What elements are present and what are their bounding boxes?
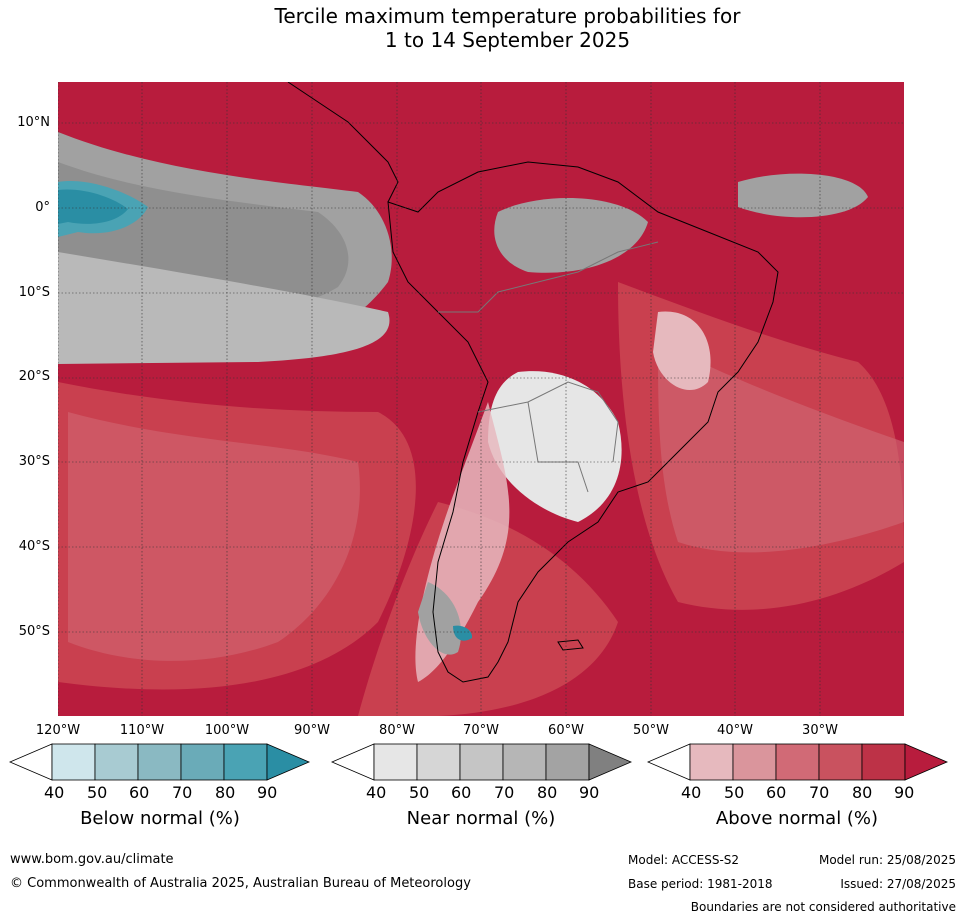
lon-label-90w: 90°W xyxy=(294,723,330,738)
colorbar-above-swatch xyxy=(732,743,777,781)
colorbar-below-title: Below normal (%) xyxy=(80,808,240,829)
field-below-90-patagonia xyxy=(453,625,473,641)
colorbar-near-swatch xyxy=(545,743,590,781)
lat-label-30s: 30°S xyxy=(18,454,50,469)
tick-below-80: 80 xyxy=(215,783,236,802)
coastline-central-america xyxy=(287,82,399,203)
footer-issued: Issued: 27/08/2025 xyxy=(840,877,956,891)
colorbar-near-swatch xyxy=(459,743,504,781)
field-below-90 xyxy=(58,189,128,224)
lon-label-30w: 30°W xyxy=(802,723,838,738)
tick-near-70: 70 xyxy=(494,783,515,802)
lat-label-10s: 10°S xyxy=(18,285,50,300)
lat-label-50s: 50°S xyxy=(18,624,50,639)
colorbar-above-swatch xyxy=(775,743,820,781)
tick-near-50: 50 xyxy=(409,783,430,802)
tick-below-70: 70 xyxy=(172,783,193,802)
tick-below-50: 50 xyxy=(87,783,108,802)
colorbar-near-swatch xyxy=(373,743,418,781)
colorbar-near xyxy=(330,743,632,781)
colorbar-above-swatches xyxy=(646,743,948,781)
lon-label-70w: 70°W xyxy=(463,723,499,738)
tick-below-90: 90 xyxy=(257,783,278,802)
lat-label-10n: 10°N xyxy=(17,115,50,130)
tick-above-70: 70 xyxy=(809,783,830,802)
footer-website: www.bom.gov.au/climate xyxy=(10,852,174,867)
lat-label-0: 0° xyxy=(35,200,50,215)
footer-copyright: © Commonwealth of Australia 2025, Austra… xyxy=(10,876,471,891)
tick-near-90: 90 xyxy=(579,783,600,802)
lat-label-20s: 20°S xyxy=(18,369,50,384)
footer-model: Model: ACCESS-S2 xyxy=(628,853,740,867)
footer-model-run: Model run: 25/08/2025 xyxy=(818,853,956,867)
chart-title: Tercile maximum temperature probabilitie… xyxy=(0,4,965,52)
lon-label-100w: 100°W xyxy=(204,723,250,738)
colorbar-below-high-end xyxy=(266,743,310,781)
colorbar-above-swatch xyxy=(689,743,734,781)
colorbar-below-swatch xyxy=(51,743,96,781)
colorbar-near-low-end xyxy=(330,743,375,781)
colorbar-below-swatch xyxy=(137,743,182,781)
field-near-80-amazon xyxy=(494,198,648,273)
title-line-2: 1 to 14 September 2025 xyxy=(384,28,631,52)
graticule xyxy=(58,82,904,716)
falkland-islands xyxy=(557,639,584,651)
tick-above-90: 90 xyxy=(894,783,915,802)
colorbar-below-swatch xyxy=(94,743,139,781)
field-near-50-central xyxy=(488,371,622,522)
field-near-70-pacific xyxy=(58,252,390,364)
lon-label-50w: 50°W xyxy=(633,723,669,738)
colorbar-near-title: Near normal (%) xyxy=(406,808,556,829)
colorbar-above-swatch xyxy=(861,743,906,781)
lon-label-80w: 80°W xyxy=(379,723,415,738)
tick-near-60: 60 xyxy=(451,783,472,802)
colorbar-above xyxy=(646,743,948,781)
tick-near-40: 40 xyxy=(366,783,387,802)
coastline-south-america xyxy=(387,161,779,683)
tick-above-80: 80 xyxy=(852,783,873,802)
lon-label-120w: 120°W xyxy=(35,723,81,738)
lon-label-110w: 110°W xyxy=(119,723,165,738)
lon-label-60w: 60°W xyxy=(548,723,584,738)
colorbar-near-swatches xyxy=(330,743,632,781)
colorbar-below-swatch xyxy=(223,743,268,781)
country-borders xyxy=(438,241,659,493)
colorbar-below-swatch xyxy=(180,743,225,781)
colorbar-above-low-end xyxy=(646,743,691,781)
tick-near-80: 80 xyxy=(537,783,558,802)
colorbar-above-swatch xyxy=(818,743,863,781)
colorbar-near-swatch xyxy=(416,743,461,781)
colorbar-above-title: Above normal (%) xyxy=(715,808,879,829)
colorbar-near-high-end xyxy=(588,743,632,781)
lon-label-40w: 40°W xyxy=(717,723,753,738)
lat-label-40s: 40°S xyxy=(18,539,50,554)
colorbar-below-low-end xyxy=(8,743,53,781)
colorbar-above-high-end xyxy=(904,743,948,781)
footer-base-period: Base period: 1981-2018 xyxy=(628,877,773,891)
colorbar-near-swatch xyxy=(502,743,547,781)
field-above-70-west xyxy=(68,412,360,661)
forecast-map xyxy=(58,82,904,716)
tick-above-60: 60 xyxy=(766,783,787,802)
field-above-50-brazil xyxy=(653,311,711,391)
tick-below-60: 60 xyxy=(129,783,150,802)
colorbar-below-swatches xyxy=(8,743,310,781)
footer-disclaimer: Boundaries are not considered authoritat… xyxy=(690,900,956,914)
tick-below-40: 40 xyxy=(44,783,65,802)
tick-above-50: 50 xyxy=(724,783,745,802)
tick-above-40: 40 xyxy=(681,783,702,802)
colorbar-below xyxy=(8,743,310,781)
map-field xyxy=(58,82,904,716)
field-near-80-atlantic xyxy=(738,173,868,218)
title-line-1: Tercile maximum temperature probabilitie… xyxy=(274,4,741,28)
field-near-80-patagonia xyxy=(418,582,462,655)
field-above-70-east xyxy=(658,342,904,553)
